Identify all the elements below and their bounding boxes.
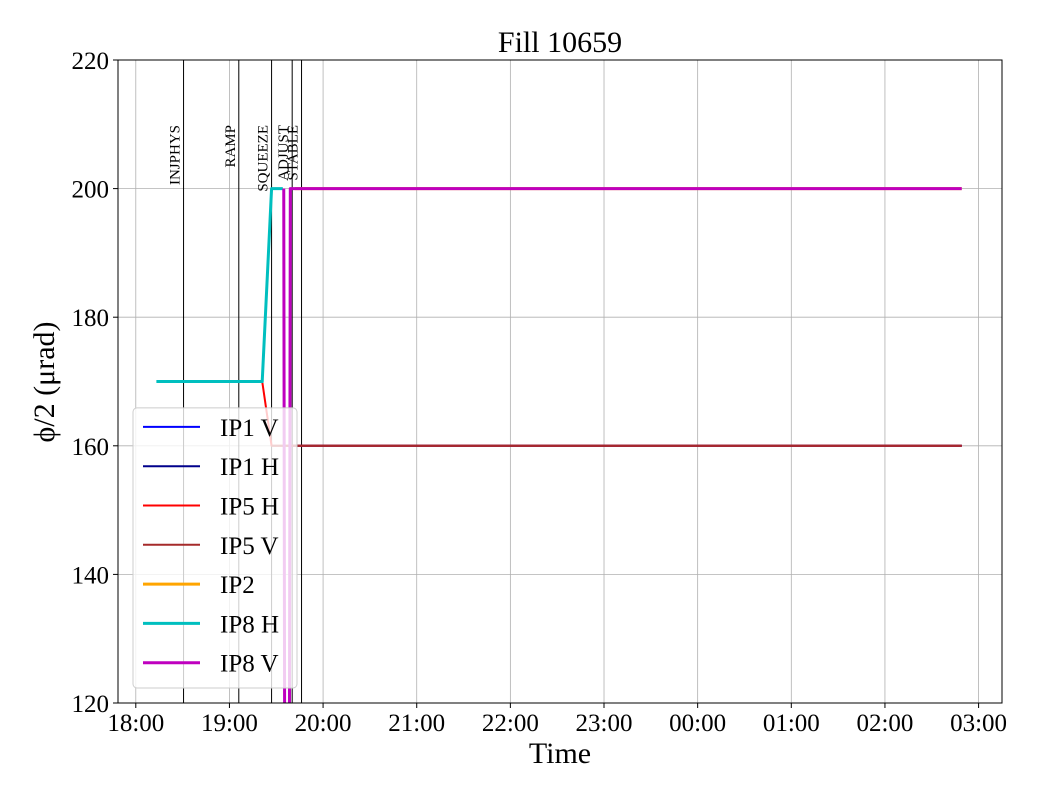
y-tick-label: 200 (72, 177, 110, 204)
x-tick-label: 02:00 (856, 710, 913, 737)
plot-frame (117, 59, 1003, 704)
y-axis-label: ϕ/2 (μrad) (28, 322, 61, 443)
x-tick-label: 20:00 (295, 710, 352, 737)
y-tick-label: 120 (72, 691, 110, 718)
legend-label: IP1 H (220, 454, 279, 481)
series-line (156, 187, 283, 383)
x-tick-label: 23:00 (576, 710, 633, 737)
legend-label: IP8 V (220, 651, 279, 678)
y-tick-label: 220 (72, 48, 110, 75)
chart-title: Fill 10659 (498, 26, 622, 59)
event-label: STABLE (286, 125, 302, 180)
y-tick-label: 160 (72, 434, 110, 461)
x-tick-label: 00:00 (669, 710, 726, 737)
legend: IP1 V IP1 H IP5 H IP5 V IP2 IP8 H IP8 V (132, 407, 298, 689)
legend-label: IP2 (220, 572, 255, 599)
x-tick-label: 03:00 (950, 710, 1007, 737)
y-tick-label: 180 (72, 305, 110, 332)
x-tick-label: 01:00 (763, 710, 820, 737)
ticks: 120 140 160 180 200 220 18:00 19:00 20:00 21:00 22… (72, 48, 1008, 737)
event-label: INJPHYS (168, 125, 184, 185)
x-axis-label: Time (529, 737, 591, 770)
x-tick-label: 19:00 (201, 710, 258, 737)
event-label: RAMP (223, 125, 239, 168)
legend-box (132, 407, 298, 689)
y-tick-label: 140 (72, 562, 110, 589)
x-tick-label: 21:00 (388, 710, 445, 737)
legend-label: IP8 H (220, 611, 279, 638)
legend-label: IP1 V (220, 415, 279, 442)
event-label: SQUEEZE (256, 125, 272, 192)
event-label: ADJUST (276, 125, 292, 181)
legend-label: IP5 V (220, 533, 279, 560)
x-tick-label: 22:00 (482, 710, 539, 737)
x-tick-label: 18:00 (107, 710, 164, 737)
legend-label: IP5 H (220, 494, 279, 521)
